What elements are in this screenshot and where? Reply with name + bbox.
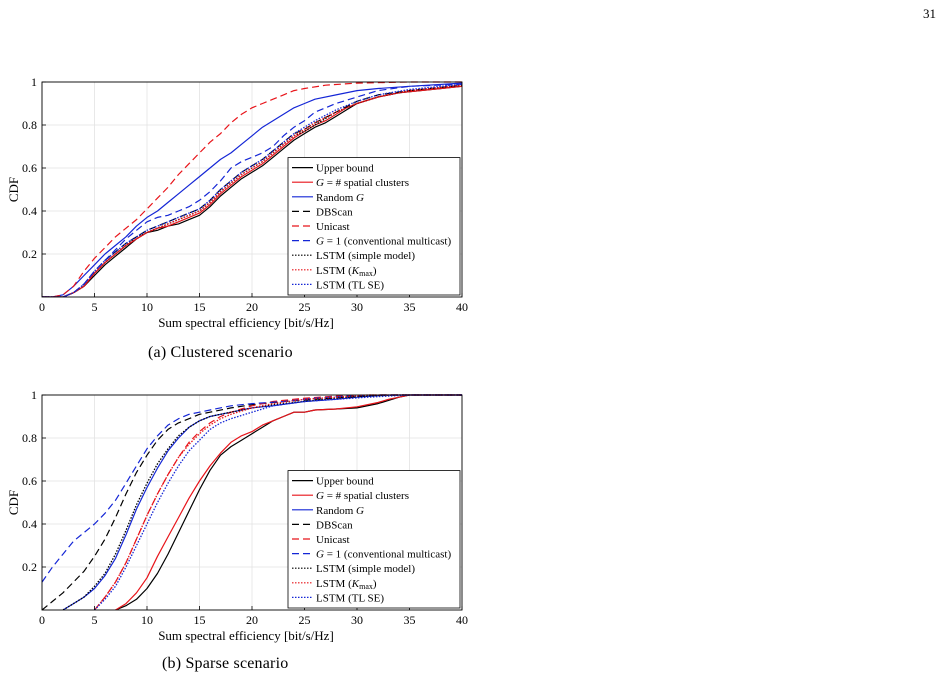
series-line-3 <box>42 394 462 610</box>
legend-label-6: LSTM (simple model) <box>316 250 415 262</box>
legend: Upper bound G = # spatial clusters Random … <box>287 157 461 296</box>
y-tick-label: 1 <box>31 75 37 89</box>
y-tick-label: 0.4 <box>22 204 37 218</box>
legend-label-3: DBScan <box>316 519 353 531</box>
x-tick-label: 25 <box>299 613 311 627</box>
y-tick-label: 0.4 <box>22 517 37 531</box>
series-line-5 <box>42 83 462 297</box>
y-tick-label: 0.2 <box>22 560 37 574</box>
series-group <box>42 394 462 610</box>
series-line-8 <box>42 83 462 297</box>
y-tick-label: 0.2 <box>22 247 37 261</box>
legend-label-0: Upper bound <box>316 163 374 175</box>
series-line-2 <box>42 82 462 297</box>
x-tick-label: 25 <box>299 300 311 314</box>
legend-label-3: DBScan <box>316 206 353 218</box>
series-line-7 <box>42 84 462 297</box>
legend-box <box>287 157 461 296</box>
series-line-0 <box>115 394 462 610</box>
x-tick-label: 40 <box>456 613 468 627</box>
x-tick-label: 15 <box>194 613 206 627</box>
x-tick-label: 5 <box>92 300 98 314</box>
x-tick-label: 35 <box>404 613 416 627</box>
legend-label-7: LSTM (Kmax) <box>316 578 377 591</box>
series-line-1 <box>115 394 462 610</box>
page-number: 31 <box>923 6 936 21</box>
legend-label-5: G = 1 (conventional multicast) <box>316 236 451 248</box>
chart-sparse: 0 5 10 15 20 25 30 35 40 0.2 0.4 0.6 0.8 1 Sum spectra… <box>6 388 468 643</box>
x-tick-label: 40 <box>456 300 468 314</box>
x-axis-label: Sum spectral efficiency [bit/s/Hz] <box>158 315 334 330</box>
x-tick-label: 15 <box>194 300 206 314</box>
x-tick-label: 35 <box>404 300 416 314</box>
x-tick-label: 10 <box>141 613 153 627</box>
x-tick-label: 0 <box>39 613 45 627</box>
series-group <box>42 81 462 297</box>
legend-label-1: G = # spatial clusters <box>316 177 409 189</box>
series-line-7 <box>93 394 462 610</box>
legend-label-8: LSTM (TL SE) <box>316 592 384 604</box>
legend-label-0: Upper bound <box>316 476 374 488</box>
legend-label-2: Random G <box>316 192 364 204</box>
x-tick-label: 20 <box>246 300 258 314</box>
y-tick-label: 0.6 <box>22 161 37 175</box>
y-tick-label: 0.8 <box>22 431 37 445</box>
legend-label-2: Random G <box>316 505 364 517</box>
x-tick-label: 10 <box>141 300 153 314</box>
series-line-0 <box>42 85 462 297</box>
y-axis-label: CDF <box>6 490 21 515</box>
x-tick-label: 30 <box>351 300 363 314</box>
legend-label-4: Unicast <box>316 534 350 546</box>
series-line-8 <box>94 394 462 610</box>
legend-label-4: Unicast <box>316 221 350 233</box>
legend-label-8: LSTM (TL SE) <box>316 279 384 291</box>
y-tick-label: 0.8 <box>22 118 37 132</box>
series-line-4 <box>42 81 462 297</box>
caption-clustered: (a) Clustered scenario <box>148 344 293 361</box>
caption-sparse: (b) Sparse scenario <box>162 655 289 672</box>
y-axis-label: CDF <box>6 177 21 202</box>
legend-label-7: LSTM (Kmax) <box>316 265 377 278</box>
x-tick-label: 5 <box>92 613 98 627</box>
series-line-6 <box>62 394 462 610</box>
x-tick-label: 0 <box>39 300 45 314</box>
x-tick-label: 20 <box>246 613 258 627</box>
legend-box <box>287 470 461 609</box>
x-axis-label: Sum spectral efficiency [bit/s/Hz] <box>158 628 334 643</box>
y-tick-label: 1 <box>31 388 37 402</box>
legend-label-6: LSTM (simple model) <box>316 563 415 575</box>
legend-label-1: G = # spatial clusters <box>316 490 409 502</box>
y-tick-label: 0.6 <box>22 474 37 488</box>
chart-clustered: 0 5 10 15 20 25 30 35 40 0.2 0.4 0.6 0.8 1 Sum spectra… <box>6 75 468 330</box>
x-tick-label: 30 <box>351 613 363 627</box>
legend: Upper bound G = # spatial clusters Random … <box>287 470 461 609</box>
legend-label-5: G = 1 (conventional multicast) <box>316 549 451 561</box>
